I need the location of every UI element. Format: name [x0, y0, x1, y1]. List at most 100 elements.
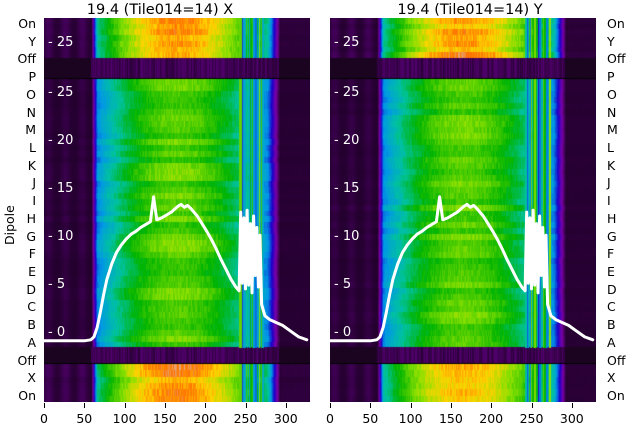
- y-tick-label: - 10: [334, 229, 360, 245]
- x-tick-label: 100: [112, 411, 137, 426]
- y-tick-label: - 10: [48, 229, 74, 245]
- panel-y: 19.4 (Tile014=14) Y On Y Off P O N M L K J I H G F E D C…: [320, 0, 640, 440]
- x-tick-label: 200: [479, 411, 504, 426]
- row-label: Off: [607, 51, 626, 66]
- x-tick-mark: [245, 403, 247, 408]
- x-tick-label: 300: [273, 411, 298, 426]
- panel-x-axis: 0 50 100 150 200 250 300: [40, 403, 310, 437]
- x-tick-label: 150: [152, 411, 177, 426]
- row-label: A: [607, 335, 616, 350]
- row-label: P: [607, 69, 615, 84]
- x-tick-mark: [124, 403, 126, 408]
- x-tick-mark: [44, 403, 45, 408]
- y-tick-label: - 15: [334, 181, 360, 197]
- row-label: M: [25, 122, 36, 137]
- y-tick-label: - 20: [334, 133, 360, 149]
- row-labels-left: On Y Off P O N M L K J I H G F E D C B A Off X On: [0, 16, 40, 404]
- x-tick-mark: [450, 403, 452, 408]
- row-label: Y: [28, 34, 36, 49]
- row-label: B: [27, 317, 36, 332]
- row-label: I: [32, 193, 36, 208]
- row-label: Y: [607, 34, 615, 49]
- x-tick-label: 300: [559, 411, 584, 426]
- row-label: O: [607, 87, 617, 102]
- row-label: D: [26, 282, 36, 297]
- row-label: On: [607, 388, 625, 403]
- x-tick-mark: [410, 403, 412, 408]
- x-tick-mark: [164, 403, 166, 408]
- y-tick-label-top: - 25: [48, 35, 74, 50]
- row-label: On: [18, 16, 36, 31]
- panel-y-axis: 0 50 100 150 200 250 300: [326, 403, 596, 437]
- y-tick-label: - 0: [334, 325, 352, 341]
- x-tick-mark: [205, 403, 207, 408]
- x-tick-label: 100: [398, 411, 423, 426]
- x-tick-mark: [491, 403, 493, 408]
- row-label: On: [18, 388, 36, 403]
- row-label: On: [607, 16, 625, 31]
- x-tick-mark: [571, 403, 573, 408]
- x-tick-label: 250: [233, 411, 258, 426]
- x-tick-mark: [330, 403, 331, 408]
- x-tick-mark: [285, 403, 287, 408]
- row-label: P: [28, 69, 36, 84]
- row-label: O: [26, 87, 36, 102]
- y-tick-label: - 0: [48, 325, 66, 341]
- white-profile-trace-x: [44, 195, 309, 343]
- white-profile-trace-y: [330, 195, 595, 343]
- row-label: G: [607, 229, 617, 244]
- row-label: A: [27, 335, 36, 350]
- panel-x-title: 19.4 (Tile014=14) X: [86, 2, 234, 18]
- row-label: F: [607, 246, 615, 261]
- row-label: K: [27, 158, 36, 173]
- x-tick-label: 50: [76, 411, 93, 426]
- row-label: H: [607, 211, 617, 226]
- y-tick-label: - 5: [48, 277, 66, 293]
- row-label: L: [607, 140, 614, 155]
- x-tick-label: 200: [193, 411, 218, 426]
- row-label: K: [607, 158, 616, 173]
- panel-x: 19.4 (Tile014=14) X On Y Off P O N M L K J I H G F E D C…: [0, 2, 310, 437]
- x-tick-label: 50: [362, 411, 379, 426]
- row-label: J: [32, 175, 36, 190]
- x-tick-label: 250: [519, 411, 544, 426]
- row-label: N: [26, 105, 36, 120]
- row-label: E: [28, 264, 36, 279]
- row-label: Off: [607, 353, 626, 368]
- x-tick-mark: [370, 403, 372, 408]
- row-label: I: [607, 193, 611, 208]
- row-labels-right: On Y Off P O N M L K J I H G F E D C B A Off X On: [603, 16, 640, 404]
- row-label: C: [27, 299, 36, 314]
- row-label: X: [27, 370, 36, 385]
- y-tick-label: - 25: [48, 85, 74, 101]
- row-label: N: [607, 105, 617, 120]
- row-label: D: [607, 282, 617, 297]
- x-tick-mark: [84, 403, 86, 408]
- heatmap-image-y: [330, 18, 596, 402]
- y-tick-label: - 20: [48, 133, 74, 149]
- y-tick-label: - 5: [334, 277, 352, 293]
- panel-y-title: 19.4 (Tile014=14) Y: [397, 2, 543, 18]
- row-label: J: [607, 175, 611, 190]
- panel-x-plot: - 0 - 5 - 10 - 15 - 20 - 25 - 25: [44, 18, 310, 402]
- row-label: H: [26, 211, 36, 226]
- row-label: M: [607, 122, 618, 137]
- row-label: Off: [17, 353, 36, 368]
- x-tick-label: 0: [40, 411, 48, 426]
- panel-y-plot: - 0 - 5 - 10 - 15 - 20 - 25 - 25: [330, 18, 596, 402]
- row-label: Off: [17, 51, 36, 66]
- row-label: L: [29, 140, 36, 155]
- y-tick-label: - 15: [48, 181, 74, 197]
- x-tick-mark: [531, 403, 533, 408]
- row-label: X: [607, 370, 616, 385]
- row-label: G: [26, 229, 36, 244]
- heatmap-image-x: [44, 18, 310, 402]
- row-label: F: [28, 246, 36, 261]
- row-label: B: [607, 317, 616, 332]
- x-tick-label: 150: [438, 411, 463, 426]
- y-tick-label-top: - 25: [334, 35, 360, 50]
- row-label: E: [607, 264, 615, 279]
- row-label: C: [607, 299, 616, 314]
- x-tick-label: 0: [326, 411, 334, 426]
